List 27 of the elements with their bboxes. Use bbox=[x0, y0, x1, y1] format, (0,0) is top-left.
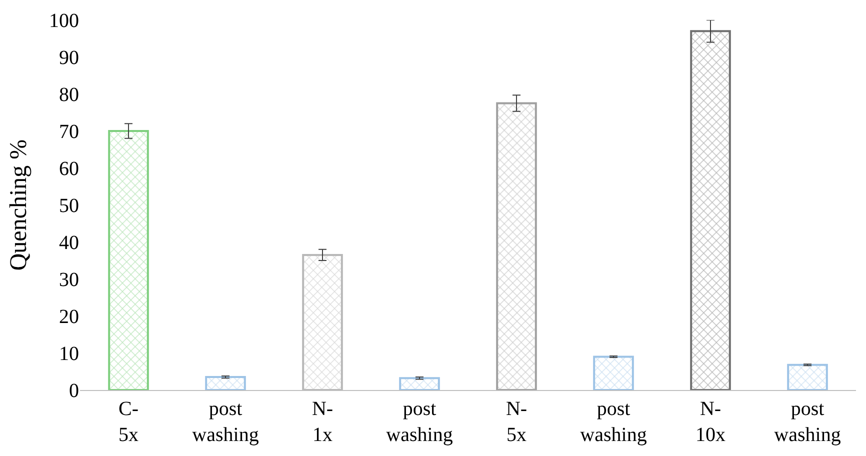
bar bbox=[108, 130, 149, 390]
x-tick-label: post washing bbox=[192, 398, 259, 446]
y-tick-label: 20 bbox=[59, 306, 79, 328]
y-tick-label: 40 bbox=[59, 232, 79, 254]
y-tick-label: 30 bbox=[59, 269, 79, 291]
x-tick-label: post washing bbox=[386, 398, 453, 446]
bar bbox=[690, 30, 731, 390]
x-tick-label: N- 5x bbox=[506, 398, 528, 446]
bar bbox=[399, 377, 440, 390]
y-axis-title: Quenching % bbox=[6, 139, 32, 271]
bar bbox=[787, 364, 828, 390]
y-tick-label: 70 bbox=[59, 121, 79, 143]
x-tick-label: post washing bbox=[774, 398, 841, 446]
y-tick-label: 0 bbox=[69, 380, 79, 402]
bar bbox=[496, 102, 537, 390]
y-tick-label: 100 bbox=[49, 10, 79, 32]
x-tick-label: C- 5x bbox=[118, 398, 138, 446]
bar bbox=[205, 376, 246, 390]
y-tick-label: 50 bbox=[59, 195, 79, 217]
y-tick-label: 80 bbox=[59, 84, 79, 106]
x-tick-label: post washing bbox=[580, 398, 647, 446]
bar bbox=[593, 356, 634, 390]
y-tick-label: 10 bbox=[59, 343, 79, 365]
x-tick-label: N- 10x bbox=[696, 398, 726, 446]
y-tick-label: 90 bbox=[59, 47, 79, 69]
x-tick-label: N- 1x bbox=[312, 398, 334, 446]
y-tick-label: 60 bbox=[59, 158, 79, 180]
